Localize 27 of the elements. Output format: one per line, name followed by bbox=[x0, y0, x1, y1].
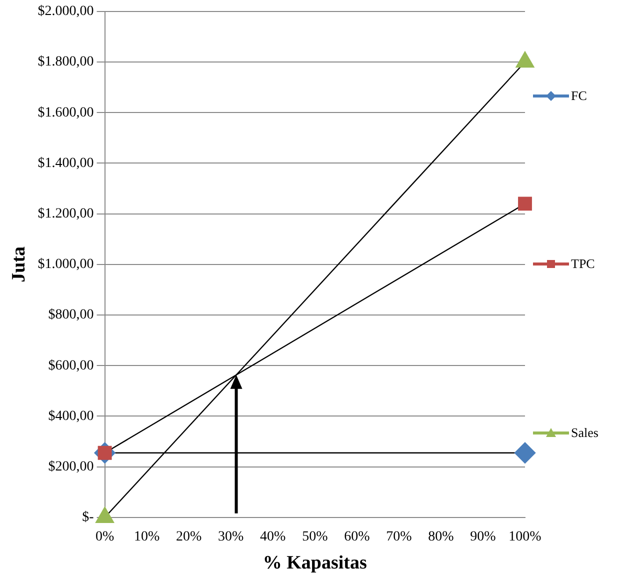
legend-label: FC bbox=[571, 88, 587, 104]
y-tick-label: $200,00 bbox=[48, 459, 94, 474]
x-tick-label: 30% bbox=[218, 529, 244, 544]
x-axis-title: % Kapasitas bbox=[262, 552, 367, 574]
y-axis-title: Juta bbox=[8, 246, 30, 282]
x-tick-label: 90% bbox=[470, 529, 496, 544]
y-tick-label: $1.600,00 bbox=[38, 105, 94, 120]
y-tick-label: $1.200,00 bbox=[38, 206, 94, 222]
y-tick-label: $1.800,00 bbox=[38, 54, 94, 70]
y-tick-label: $400,00 bbox=[48, 408, 94, 424]
y-tick-label: $1.400,00 bbox=[38, 156, 94, 171]
x-tick-label: 40% bbox=[260, 529, 286, 544]
x-tick-label: 60% bbox=[344, 529, 370, 544]
x-tick-label: 20% bbox=[176, 529, 202, 544]
y-tick-label: $600,00 bbox=[48, 358, 94, 374]
x-tick-label: 0% bbox=[95, 529, 114, 544]
y-tick-label: $1.000,00 bbox=[38, 257, 94, 272]
y-tick-label: $2.000,00 bbox=[38, 4, 94, 20]
x-tick-label: 80% bbox=[428, 529, 454, 544]
legend-label: TPC bbox=[571, 256, 595, 272]
x-tick-label: 10% bbox=[134, 529, 160, 544]
x-tick-label: 100% bbox=[508, 529, 542, 544]
y-tick-label: $800,00 bbox=[48, 308, 94, 323]
y-tick-label: $- bbox=[82, 510, 94, 526]
x-tick-label: 70% bbox=[386, 529, 412, 544]
x-tick-label: 50% bbox=[302, 529, 328, 544]
legend-label: Sales bbox=[571, 425, 598, 442]
